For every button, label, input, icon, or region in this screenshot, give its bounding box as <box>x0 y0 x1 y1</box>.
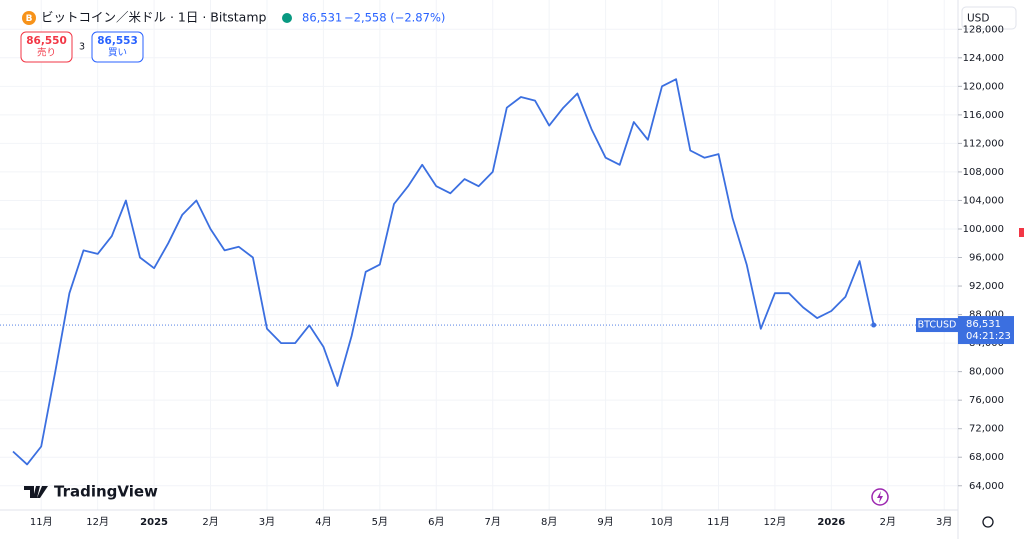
buy-price: 86,553 <box>97 35 138 47</box>
x-tick-label: 6月 <box>428 516 444 528</box>
y-tick-label: 120,000 <box>963 81 1004 92</box>
alert-icon[interactable] <box>871 488 889 506</box>
header-price: 86,531 <box>302 11 342 25</box>
symbol-tag: BTCUSD <box>918 320 957 331</box>
x-tick-label: 2025 <box>140 517 168 528</box>
buy-button[interactable] <box>91 31 144 63</box>
y-tick-label: 112,000 <box>963 138 1004 149</box>
currency-button[interactable] <box>961 6 1017 30</box>
y-tick-label: 100,000 <box>963 224 1004 235</box>
price-line <box>12 78 875 466</box>
x-tick-label: 12月 <box>764 516 787 528</box>
y-tick-label: 64,000 <box>969 481 1004 492</box>
x-tick-label: 3月 <box>259 516 275 528</box>
alert-bolt <box>877 491 883 503</box>
y-tick-label: 108,000 <box>963 167 1004 178</box>
logo-text: TradingView <box>54 483 158 501</box>
coin-icon-glyph: B <box>26 14 33 24</box>
price-tag: 86,531 <box>966 319 1001 330</box>
y-tick-label: 92,000 <box>969 281 1004 292</box>
y-tick-label: 96,000 <box>969 253 1004 264</box>
x-tick-label: 4月 <box>315 516 331 528</box>
sell-price: 86,550 <box>26 35 67 47</box>
y-tick-label: 124,000 <box>963 53 1004 64</box>
price-tag-bg <box>958 316 1014 345</box>
spread: 3 <box>79 42 85 53</box>
y-tick-label: 116,000 <box>963 110 1004 121</box>
x-tick-label: 9月 <box>597 516 613 528</box>
x-tick-label: 11月 <box>30 516 53 528</box>
x-tick-label: 2026 <box>817 517 845 528</box>
x-tick-label: 8月 <box>541 516 557 528</box>
x-tick-label: 12月 <box>86 516 109 528</box>
x-tick-label: 7月 <box>485 516 501 528</box>
x-tick-label: 11月 <box>707 516 730 528</box>
symbol-title: ビットコイン／米ドル · 1日 · Bitstamp <box>41 10 266 25</box>
x-tick-label: 2月 <box>880 516 896 528</box>
y-tick-label: 80,000 <box>969 367 1004 378</box>
coin-icon <box>22 11 36 25</box>
y-tick-label: 68,000 <box>969 452 1004 463</box>
plot <box>0 78 958 466</box>
edge-marker <box>1019 228 1024 237</box>
y-tick-label: 76,000 <box>969 395 1004 406</box>
axes: 64,00068,00072,00076,00080,00084,00088,0… <box>30 24 1014 528</box>
symbol-tag-bg <box>916 318 958 333</box>
x-tick-label: 5月 <box>372 516 388 528</box>
x-tick-label: 2月 <box>202 516 218 528</box>
y-tick-label: 88,000 <box>969 310 1004 321</box>
market-status[interactable] <box>282 13 292 23</box>
sell-label: 売り <box>37 47 56 59</box>
settings-icon[interactable] <box>982 516 994 528</box>
y-tick-label: 128,000 <box>963 24 1004 35</box>
y-tick-label: 104,000 <box>963 195 1004 206</box>
logo-icon <box>24 486 48 498</box>
countdown: 04:21:23 <box>966 331 1011 342</box>
currency: USD <box>967 13 989 25</box>
sell-button[interactable] <box>20 31 73 63</box>
x-tick-label: 3月 <box>936 516 952 528</box>
buy-label: 買い <box>108 48 127 59</box>
y-tick-label: 72,000 <box>969 424 1004 435</box>
x-tick-label: 10月 <box>651 516 674 528</box>
last-point <box>871 322 877 328</box>
header-change: −2,558 (−2.87%) <box>344 11 445 25</box>
